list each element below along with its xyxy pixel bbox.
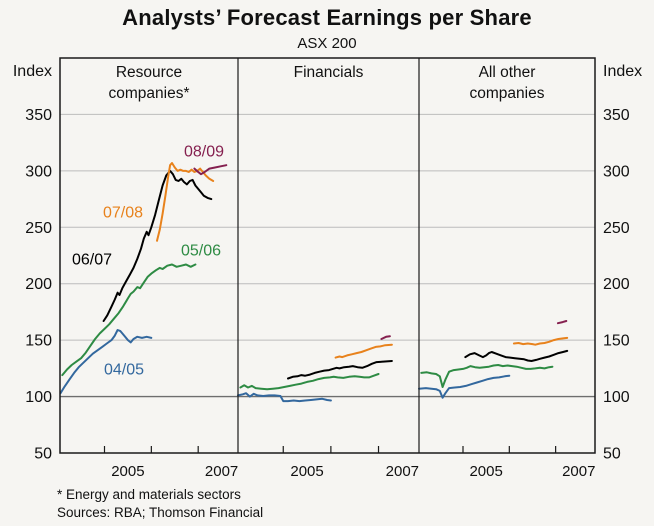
y-tick-label-right-100: 100 xyxy=(603,389,630,406)
x-year-label-panel2: 2005 xyxy=(290,463,323,480)
series-line-05-06-panel2 xyxy=(239,373,380,391)
y-tick-label-right-200: 200 xyxy=(603,276,630,293)
y-tick-label-left-150: 150 xyxy=(25,333,52,350)
panel-header-1-line1: Resource xyxy=(116,64,182,81)
series-label-05-06: 05/06 xyxy=(181,243,221,260)
series-line-08-09-panel1 xyxy=(193,164,228,176)
series-line-06-07-panel2 xyxy=(287,360,393,380)
y-tick-label-left-250: 250 xyxy=(25,220,52,237)
y-axis-unit-right: Index xyxy=(603,63,642,80)
y-tick-label-right-150: 150 xyxy=(603,333,630,350)
x-year-label-panel3: 2005 xyxy=(469,463,502,480)
series-line-07-08-panel1 xyxy=(156,162,215,242)
series-line-08-09-panel2 xyxy=(380,335,391,340)
series-label-06-07: 06/07 xyxy=(72,252,112,269)
plot-frame xyxy=(59,57,596,454)
y-tick-label-left-200: 200 xyxy=(25,276,52,293)
x-year-label-panel1: 2005 xyxy=(111,463,144,480)
series-label-07-08: 07/08 xyxy=(103,205,143,222)
panel-header-1-line2: companies* xyxy=(109,85,190,102)
y-tick-label-left-100: 100 xyxy=(25,389,52,406)
series-line-06-07-panel3 xyxy=(464,349,569,362)
y-tick-label-right-250: 250 xyxy=(603,220,630,237)
chart-subtitle: ASX 200 xyxy=(297,35,357,52)
y-tick-label-left-50: 50 xyxy=(34,446,52,463)
series-label-04-05: 04/05 xyxy=(104,362,144,379)
x-year-label-panel3: 2007 xyxy=(562,463,595,480)
series-line-04-05-panel2 xyxy=(237,392,332,403)
series-line-04-05-panel1 xyxy=(59,329,153,395)
panel-header-3-line2: companies xyxy=(470,85,545,102)
y-tick-label-left-350: 350 xyxy=(25,107,52,124)
series-line-05-06-panel1 xyxy=(61,263,197,377)
panel-header-3-line1: All other xyxy=(479,64,536,81)
series-line-05-06-panel3 xyxy=(420,364,554,388)
footnote-sources: Sources: RBA; Thomson Financial xyxy=(57,505,264,520)
x-year-label-panel2: 2007 xyxy=(386,463,419,480)
y-axis-unit-left: Index xyxy=(13,63,52,80)
series-line-07-08-panel2 xyxy=(334,343,393,359)
chart-title: Analysts’ Forecast Earnings per Share xyxy=(122,5,532,30)
series-line-07-08-panel3 xyxy=(512,336,569,346)
panel-header-2-line1: Financials xyxy=(294,64,364,81)
series-line-08-09-panel3 xyxy=(556,320,568,325)
y-tick-label-right-50: 50 xyxy=(603,446,621,463)
series-line-06-07-panel1 xyxy=(102,169,213,322)
x-year-label-panel1: 2007 xyxy=(205,463,238,480)
y-tick-label-right-300: 300 xyxy=(603,163,630,180)
series-line-04-05-panel3 xyxy=(418,374,511,399)
y-tick-label-left-300: 300 xyxy=(25,163,52,180)
footnote-asterisk: * Energy and materials sectors xyxy=(57,487,241,502)
series-label-08-09: 08/09 xyxy=(184,144,224,161)
y-tick-label-right-350: 350 xyxy=(603,107,630,124)
